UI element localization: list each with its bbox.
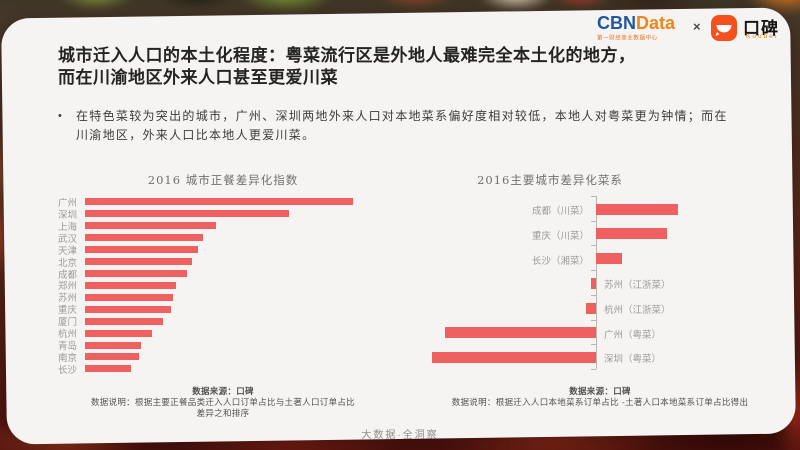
- bar-label: 深圳（粤菜）: [604, 354, 662, 366]
- bar-row: 郑州: [58, 279, 388, 293]
- left-chart-footer: 数据来源：口碑 数据说明：根据主要正餐品类迁入人口订单占比与土著人口订单占比差异…: [58, 385, 388, 420]
- bar-label: 杭州: [58, 329, 78, 341]
- bullet-marker: •: [58, 110, 64, 122]
- cbndata-subtitle: 第一财经商业数据中心: [597, 35, 658, 42]
- right-chart-description: 数据说明：根据迁入人口本地菜系订单占比 -土著人口本地菜系订单占比得出: [451, 398, 749, 408]
- cbndata-wordmark: CBNData: [597, 14, 675, 32]
- bar: [85, 341, 142, 349]
- bar-row: 成都: [58, 268, 388, 281]
- bar-row: 杭州: [58, 327, 388, 341]
- bar-label: 重庆: [58, 305, 78, 317]
- left-chart: 2016 城市正餐差异化指数 广州 深圳 上海 武汉 天津 北京 成都 郑州 苏州 重庆 厦门 杭州青…: [58, 172, 388, 419]
- right-chart-title: 2016主要城市差异化菜系: [477, 173, 623, 187]
- data-text: Data: [636, 13, 676, 33]
- bar: [85, 365, 131, 373]
- koubei-smile-icon: [711, 15, 737, 41]
- bar: [85, 353, 139, 361]
- page-title-line1: 城市迁入人口的本土化程度：粤菜流行区是外地人最难完全本土化的地方，: [58, 46, 636, 65]
- bar-label: 厦门: [58, 317, 78, 329]
- left-chart-description: 数据说明：根据主要正餐品类迁入人口订单占比与土著人口订单占比差异之和排序: [90, 398, 355, 419]
- bar: [586, 302, 596, 314]
- bar-label: 上海: [58, 221, 78, 233]
- bar-row: 天津: [58, 244, 388, 257]
- bar: [85, 305, 171, 313]
- bar-label: 广州: [58, 197, 78, 209]
- axis-tick: [591, 368, 596, 370]
- axis-tick: [591, 319, 596, 321]
- koubei-latin: Koubei: [746, 33, 779, 40]
- bar: [85, 222, 217, 230]
- right-chart: 2016主要城市差异化菜系 成都（川菜） 重庆（川菜） 长沙（湘菜） 苏州（江浙菜） 杭…: [420, 172, 780, 408]
- bar-row: 深圳: [58, 208, 388, 221]
- bar-row: 厦门: [58, 315, 388, 329]
- bullet-text: 在特色菜较为突出的城市，广州、深圳两地外来人口对本地菜系偏好度相对较低，本地人对…: [76, 109, 728, 142]
- axis-tick: [591, 196, 596, 197]
- bar-row: 南京: [58, 351, 388, 364]
- bar: [85, 246, 198, 254]
- bar-row: 青岛: [58, 339, 388, 353]
- bar: [432, 351, 596, 363]
- bar-label: 天津: [58, 245, 78, 257]
- bar-label: 苏州: [58, 293, 78, 305]
- bar: [596, 253, 623, 265]
- koubei-name: 口碑: [743, 19, 779, 38]
- left-chart-source: 数据来源：口碑: [192, 387, 254, 397]
- bar-label: 郑州: [58, 281, 78, 293]
- bar-label: 长沙: [58, 364, 78, 376]
- bar: [85, 198, 353, 206]
- right-chart-footer: 数据来源：口碑 数据说明：根据迁入人口本地菜系订单占比 -土著人口本地菜系订单占…: [420, 385, 780, 409]
- bar-label: 苏州（江浙菜）: [604, 280, 671, 292]
- page-title-line2: 而在川渝地区外来人口甚至更爱川菜: [58, 68, 338, 87]
- bar: [445, 327, 596, 339]
- axis-tick: [591, 270, 596, 272]
- brand-bar: CBNData 第一财经商业数据中心 × 口碑 Koubei: [590, 12, 795, 46]
- axis-tick: [591, 294, 596, 296]
- slide-footer-slogan: 大数据·全洞察: [361, 430, 439, 441]
- bar: [85, 329, 152, 337]
- axis-tick: [591, 344, 596, 346]
- bar: [85, 317, 163, 325]
- bar-label: 武汉: [58, 233, 78, 245]
- bar: [596, 228, 667, 240]
- bar: [85, 234, 203, 242]
- bar-label: 南京: [58, 352, 78, 364]
- bar-label: 广州（粤菜）: [604, 329, 662, 341]
- axis-tick: [591, 245, 596, 247]
- bar: [85, 293, 174, 301]
- bar-label: 青岛: [58, 341, 78, 353]
- bar-label: 深圳: [58, 209, 78, 221]
- bar-row: 上海: [58, 220, 388, 233]
- bar-label: 长沙（湘菜）: [531, 255, 589, 267]
- bar: [85, 258, 193, 266]
- bar: [596, 203, 678, 215]
- bullet-point: • 在特色菜较为突出的城市，广州、深圳两地外来人口对本地菜系偏好度相对较低，本地…: [58, 107, 736, 145]
- bar-label: 北京: [58, 257, 78, 269]
- bar-row: 重庆: [58, 303, 388, 317]
- bar: [591, 277, 596, 289]
- bar-label: 成都: [58, 269, 78, 281]
- bar-row: 长沙: [58, 363, 388, 376]
- bar-row: 北京: [58, 256, 388, 269]
- bar: [85, 210, 289, 218]
- bar-row: 苏州: [58, 291, 388, 305]
- bar-label: 成都（川菜）: [531, 206, 589, 218]
- cbndata-logo: CBNData 第一财经商业数据中心: [597, 14, 675, 42]
- bar: [85, 269, 187, 277]
- bar: [85, 281, 177, 289]
- right-chart-plot: 成都（川菜） 重庆（川菜） 长沙（湘菜） 苏州（江浙菜） 杭州（江浙菜） 广州（粤菜） 深圳…: [420, 196, 780, 371]
- bar-row: 武汉: [58, 232, 388, 245]
- bar-row: 广州: [58, 196, 388, 209]
- left-chart-rows: 广州 深圳 上海 武汉 天津 北京 成都 郑州 苏州 重庆 厦门 杭州 青岛 南京 长沙: [58, 196, 388, 376]
- left-chart-title: 2016 城市正餐差异化指数: [147, 173, 299, 187]
- right-chart-source: 数据来源：口碑: [569, 387, 631, 397]
- bar-label: 重庆（川菜）: [531, 230, 589, 242]
- cross-separator: ×: [693, 19, 701, 34]
- axis-line: [596, 196, 597, 369]
- page-title: 城市迁入人口的本土化程度：粤菜流行区是外地人最难完全本土化的地方， 而在川渝地区…: [58, 45, 748, 89]
- cbn-text: CBN: [597, 13, 636, 33]
- bar-label: 杭州（江浙菜）: [604, 305, 671, 316]
- axis-tick: [591, 220, 596, 222]
